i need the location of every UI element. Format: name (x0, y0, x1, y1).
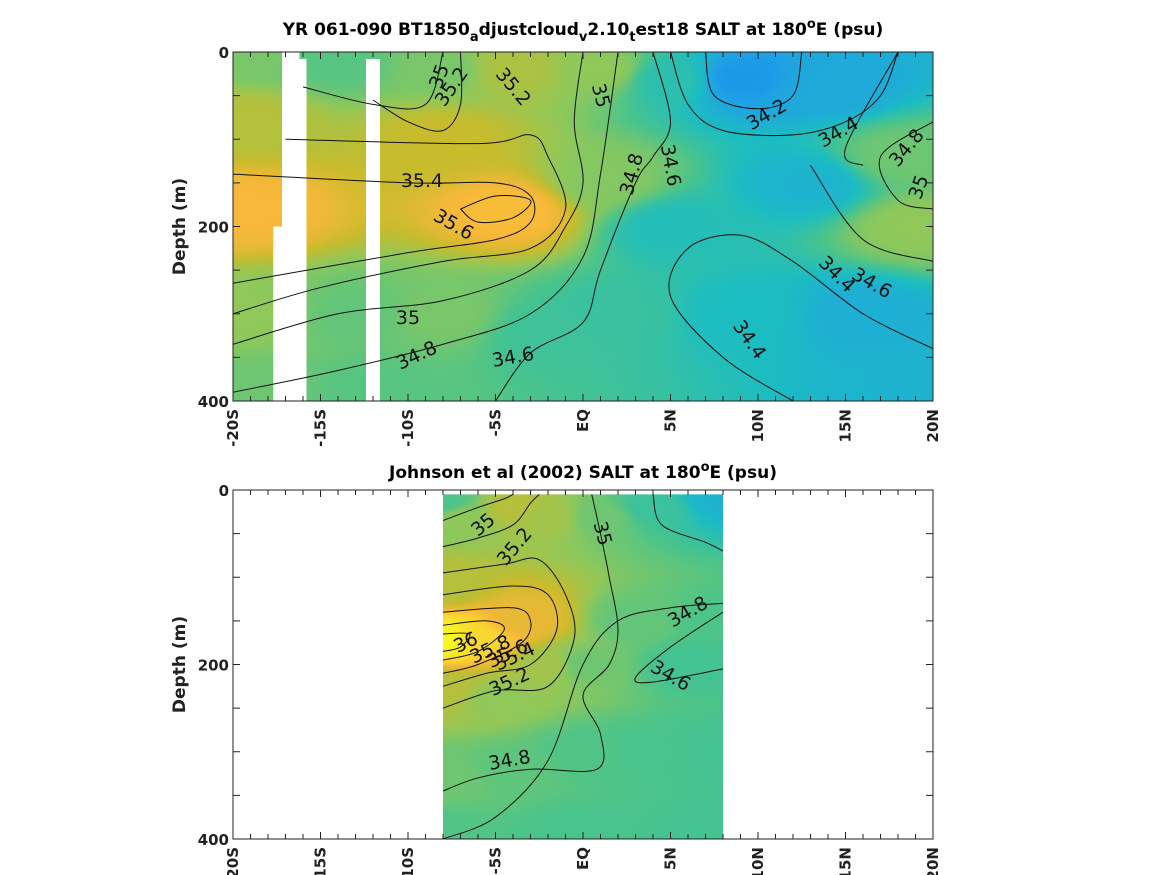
y-tick-label: 0 (219, 44, 229, 62)
contour-line-34-4 (670, 52, 899, 137)
x-tick-label: 15N (837, 409, 855, 442)
salinity-field (233, 52, 933, 401)
chart-title: YR 061-090 BT1850adjustcloudv2.10test18 … (282, 17, 883, 45)
x-tick-label: -20S (224, 847, 242, 875)
contour-line-35-2 (233, 134, 567, 315)
contour-line-34-6 (495, 52, 672, 401)
contour-line-35-8 (442, 620, 505, 661)
x-tick-label: -5S (487, 847, 505, 874)
contour-line-35 (442, 494, 619, 792)
salinity-field (443, 494, 723, 839)
x-tick-label: -10S (399, 409, 417, 447)
contour-line-35-6 (460, 195, 532, 224)
contour-line-35 (302, 52, 444, 110)
x-tick-label: EQ (574, 409, 592, 432)
y-tick-label: 400 (198, 393, 229, 411)
contour-line-35-6 (442, 607, 532, 674)
x-tick-label: EQ (574, 847, 592, 870)
contour-line-35-2 (372, 52, 463, 132)
y-axis-label: Depth (m) (170, 178, 190, 275)
x-tick-label: -15S (312, 409, 330, 447)
y-tick-label: 200 (198, 219, 229, 237)
y-tick-label: 400 (198, 831, 229, 849)
y-axis-label: Depth (m) (170, 616, 190, 713)
contour-line-36 (442, 632, 471, 652)
contour-line-34-6 (634, 611, 724, 684)
contour-line-35-4 (442, 585, 559, 687)
y-tick-label: 0 (219, 482, 229, 500)
contour-line-35 (442, 493, 514, 522)
contour-label: 35.4 (401, 170, 443, 192)
x-tick-label: -20S (224, 409, 242, 447)
data-gap (366, 58, 380, 401)
contour-line-34-8 (442, 602, 724, 839)
contour-line-35-2 (442, 494, 540, 548)
contour-line-35-4 (233, 173, 536, 284)
x-tick-label: -15S (312, 847, 330, 875)
contour-line-35-2 (442, 557, 576, 709)
contour-line-34-8 (233, 52, 619, 393)
x-tick-label: 10N (749, 847, 767, 875)
x-tick-label: -5S (487, 409, 505, 436)
x-tick-label: 15N (837, 847, 855, 875)
contour-label: 35 (396, 307, 420, 329)
contour-line-34-2 (705, 52, 803, 110)
contour-line-35 (233, 52, 584, 345)
data-gap (273, 226, 300, 401)
contour-line-34-4 (668, 234, 933, 401)
chart-title: Johnson et al (2002) SALT at 180oE (psu) (388, 460, 777, 483)
contour-line-35 (878, 121, 933, 210)
data-gap (299, 58, 307, 401)
x-tick-label: 5N (662, 847, 680, 870)
contour-line-34-4 (652, 494, 724, 552)
y-tick-label: 200 (198, 657, 229, 675)
x-tick-label: 5N (662, 409, 680, 432)
x-tick-label: -10S (399, 847, 417, 875)
contour-line-34-8 (843, 52, 899, 166)
x-tick-label: 20N (924, 847, 942, 875)
x-tick-label: 10N (749, 409, 767, 442)
contour-line-34-6 (810, 165, 933, 262)
x-tick-label: 20N (924, 409, 942, 442)
